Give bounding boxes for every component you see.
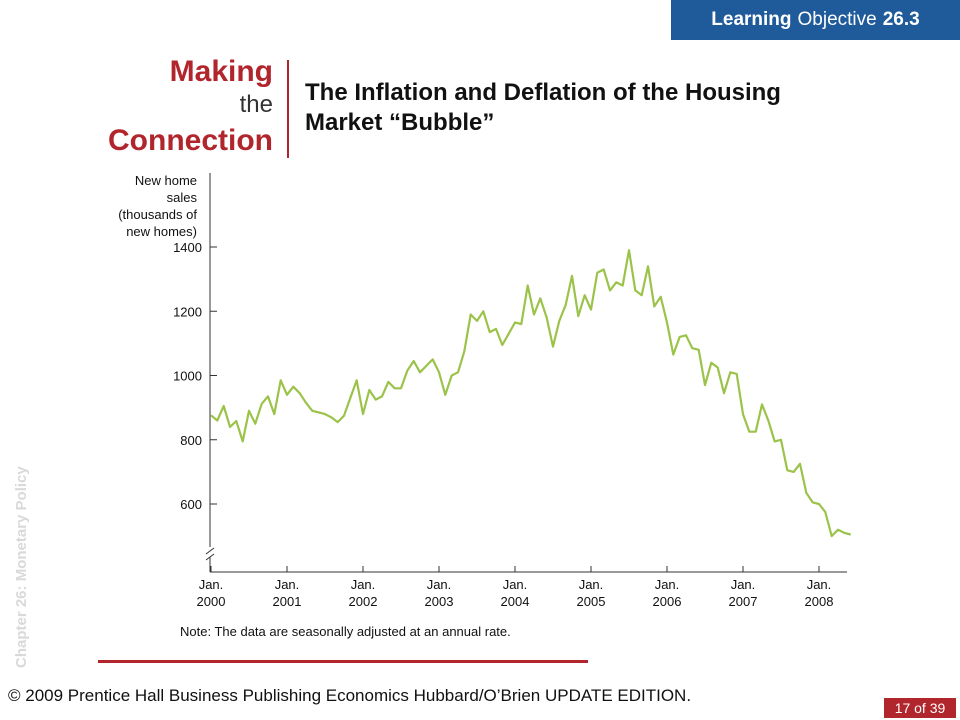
making-label: Making bbox=[169, 55, 273, 88]
x-tick-label-month: Jan. bbox=[579, 577, 604, 592]
y-tick-label: 1200 bbox=[173, 304, 202, 319]
x-tick-label-month: Jan. bbox=[807, 577, 832, 592]
learning-objective-label-bold: Learning bbox=[711, 9, 792, 30]
y-axis-label-line: new homes) bbox=[126, 224, 197, 239]
y-tick-label: 1400 bbox=[173, 240, 202, 255]
x-tick-label-year: 2001 bbox=[273, 594, 302, 609]
y-axis-label-line: sales bbox=[167, 190, 198, 205]
x-tick-label-year: 2006 bbox=[653, 594, 682, 609]
x-tick-label-year: 2008 bbox=[805, 594, 834, 609]
series-line-new-home-sales bbox=[210, 249, 851, 538]
chapter-label: Chapter 26: Monetary Policy bbox=[13, 466, 30, 668]
y-axis-label: New home sales (thousands of new homes) bbox=[118, 173, 197, 239]
housing-sales-chart: New home sales (thousands of new homes) 600… bbox=[118, 173, 851, 609]
x-tick-label-month: Jan. bbox=[275, 577, 300, 592]
x-tick-label-year: 2000 bbox=[197, 594, 226, 609]
learning-objective-label: Objective bbox=[797, 9, 877, 30]
the-label: the bbox=[239, 91, 273, 118]
connection-label: Connection bbox=[108, 124, 273, 157]
page-number: 17 of 39 bbox=[884, 698, 956, 718]
y-tick-label: 600 bbox=[180, 497, 202, 512]
x-tick-label-month: Jan. bbox=[199, 577, 224, 592]
x-tick-label-year: 2003 bbox=[425, 594, 454, 609]
axis-break-mark bbox=[205, 547, 215, 572]
x-tick-label-year: 2007 bbox=[729, 594, 758, 609]
x-tick-label-month: Jan. bbox=[427, 577, 452, 592]
x-tick-label-year: 2004 bbox=[501, 594, 530, 609]
slide-title: The Inflation and Deflation of the Housi… bbox=[305, 79, 781, 136]
x-tick-label-month: Jan. bbox=[503, 577, 528, 592]
x-tick-label-month: Jan. bbox=[351, 577, 376, 592]
y-tick-label: 1000 bbox=[173, 369, 202, 384]
copyright-text: © 2009 Prentice Hall Business Publishing… bbox=[8, 686, 692, 705]
y-axis-label-line: (thousands of bbox=[118, 207, 197, 222]
header-divider bbox=[287, 60, 289, 158]
learning-objective-number: 26.3 bbox=[882, 9, 920, 30]
x-tick-label-year: 2002 bbox=[349, 594, 378, 609]
y-axis-ticks: 600 800 1000 1200 1400 bbox=[173, 240, 217, 512]
y-axis-label-line: New home bbox=[135, 173, 197, 188]
x-tick-label-month: Jan. bbox=[731, 577, 756, 592]
footer-rule bbox=[98, 660, 588, 663]
x-axis-ticks: Jan. 2000 Jan. 2001 Jan. 2002 Jan. 2003 Jan. 2004… bbox=[197, 566, 834, 609]
x-tick-label-year: 2005 bbox=[577, 594, 606, 609]
x-tick-label-month: Jan. bbox=[655, 577, 680, 592]
learning-objective-badge: Learning Objective 26.3 bbox=[671, 0, 960, 40]
y-tick-label: 800 bbox=[180, 433, 202, 448]
chart-note: Note: The data are seasonally adjusted a… bbox=[180, 624, 511, 639]
